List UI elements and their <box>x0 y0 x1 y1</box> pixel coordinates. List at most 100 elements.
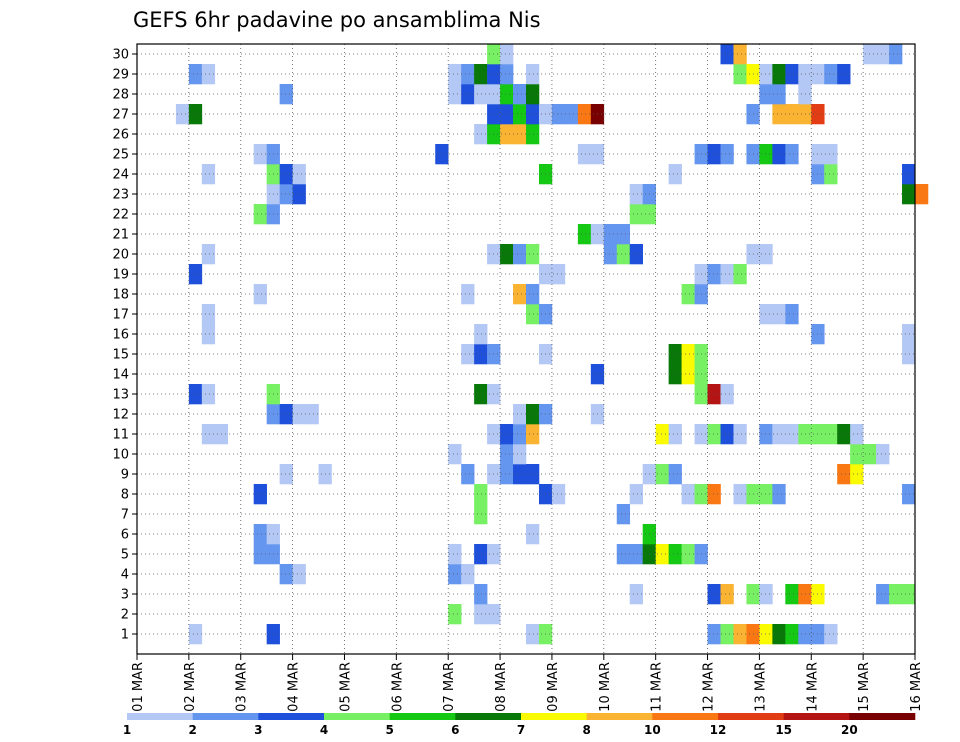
heatmap-cell <box>500 44 513 64</box>
heatmap-cell <box>772 104 785 124</box>
heatmap-cell <box>189 264 202 284</box>
y-tick-label: 8 <box>121 488 129 503</box>
heatmap-cell <box>617 244 630 264</box>
x-tick-label: 08 MAR <box>494 662 509 712</box>
y-tick-label: 9 <box>121 468 129 483</box>
y-tick-label: 11 <box>112 428 129 443</box>
heatmap-cell <box>448 64 461 84</box>
heatmap-cell <box>785 424 798 444</box>
colorbar-label: 4 <box>320 723 328 737</box>
heatmap-cell <box>824 624 837 644</box>
y-tick-label: 6 <box>121 528 129 543</box>
heatmap-cell <box>682 344 695 364</box>
heatmap-cell <box>513 284 526 304</box>
heatmap-cell <box>785 144 798 164</box>
heatmap-cell <box>448 544 461 564</box>
heatmap-cell <box>254 144 267 164</box>
heatmap-cell <box>513 464 526 484</box>
heatmap-cell <box>448 604 461 624</box>
heatmap-cell <box>306 404 319 424</box>
heatmap-cell <box>448 84 461 104</box>
x-tick-label: 07 MAR <box>442 662 457 712</box>
colorbar-swatch <box>784 713 850 720</box>
heatmap-cell <box>461 564 474 584</box>
heatmap-cell <box>513 424 526 444</box>
colorbar-swatch <box>587 713 653 720</box>
y-tick-label: 12 <box>112 408 129 423</box>
y-tick-label: 1 <box>121 628 129 643</box>
heatmap-cell <box>785 64 798 84</box>
heatmap-cell <box>254 484 267 504</box>
heatmap-cell <box>772 424 785 444</box>
heatmap-cell <box>500 84 513 104</box>
heatmap-cell <box>733 264 746 284</box>
heatmap-cell <box>254 284 267 304</box>
heatmap-cell <box>772 304 785 324</box>
heatmap-cell <box>889 44 902 64</box>
heatmap-cell <box>500 64 513 84</box>
heatmap-cell <box>837 464 850 484</box>
x-axis: 01 MAR 02 MAR 03 MAR 04 MAR 05 MAR 06 MAR 07 M… <box>131 654 924 712</box>
heatmap-cell <box>721 624 734 644</box>
heatmap-cell <box>785 304 798 324</box>
heatmap-cell <box>733 44 746 64</box>
heatmap-cell <box>293 184 306 204</box>
heatmap-cell <box>500 104 513 124</box>
colorbar-label: 7 <box>517 723 525 737</box>
heatmap-cell <box>448 564 461 584</box>
y-tick-label: 5 <box>121 548 129 563</box>
heatmap-cell <box>513 444 526 464</box>
colorbar-swatch <box>849 713 915 720</box>
x-tick-label: 10 MAR <box>598 662 613 712</box>
colorbar: 1 2 3 4 5 6 7 8 10 12 15 20 <box>123 713 915 737</box>
heatmap-cell <box>889 584 902 604</box>
x-tick-label: 04 MAR <box>287 662 302 712</box>
heatmap-cell <box>189 624 202 644</box>
y-tick-label: 16 <box>112 328 129 343</box>
y-tick-label: 24 <box>112 168 129 183</box>
heatmap-cell <box>293 164 306 184</box>
heatmap-cell <box>254 524 267 544</box>
y-tick-label: 15 <box>112 348 129 363</box>
heatmap-cell <box>669 424 682 444</box>
x-tick-label: 11 MAR <box>650 662 665 712</box>
heatmap-cell <box>500 464 513 484</box>
heatmap-cell <box>837 424 850 444</box>
y-tick-label: 22 <box>112 208 129 223</box>
heatmap-cell <box>669 164 682 184</box>
colorbar-label: 20 <box>841 723 858 737</box>
colorbar-label: 15 <box>775 723 792 737</box>
heatmap-cell <box>513 404 526 424</box>
heatmap-cell <box>721 44 734 64</box>
x-tick-label: 13 MAR <box>753 662 768 712</box>
heatmap-cell <box>721 144 734 164</box>
y-tick-label: 18 <box>112 288 129 303</box>
heatmap-cell <box>461 284 474 304</box>
heatmap-cell <box>617 224 630 244</box>
colorbar-label: 10 <box>644 723 661 737</box>
heatmap-cell <box>293 404 306 424</box>
y-tick-label: 23 <box>112 188 129 203</box>
heatmap-cell <box>876 444 889 464</box>
heatmap-cell <box>876 44 889 64</box>
y-tick-label: 26 <box>112 128 129 143</box>
x-tick-label: 16 MAR <box>909 662 924 712</box>
x-tick-label: 05 MAR <box>338 662 353 712</box>
heatmap-cell <box>785 624 798 644</box>
y-tick-label: 10 <box>112 448 129 463</box>
colorbar-label: 5 <box>385 723 393 737</box>
heatmap-cell <box>461 64 474 84</box>
heatmap-cell <box>293 564 306 584</box>
y-tick-label: 30 <box>112 48 129 63</box>
y-tick-label: 4 <box>121 568 129 583</box>
colorbar-label: 1 <box>123 723 131 737</box>
heatmap-cell <box>513 244 526 264</box>
heatmap-cell <box>565 104 578 124</box>
x-tick-label: 06 MAR <box>390 662 405 712</box>
heatmap-cell <box>254 544 267 564</box>
colorbar-swatch <box>652 713 718 720</box>
heatmap-cell <box>824 164 837 184</box>
colorbar-swatch <box>258 713 324 720</box>
x-tick-label: 09 MAR <box>546 662 561 712</box>
